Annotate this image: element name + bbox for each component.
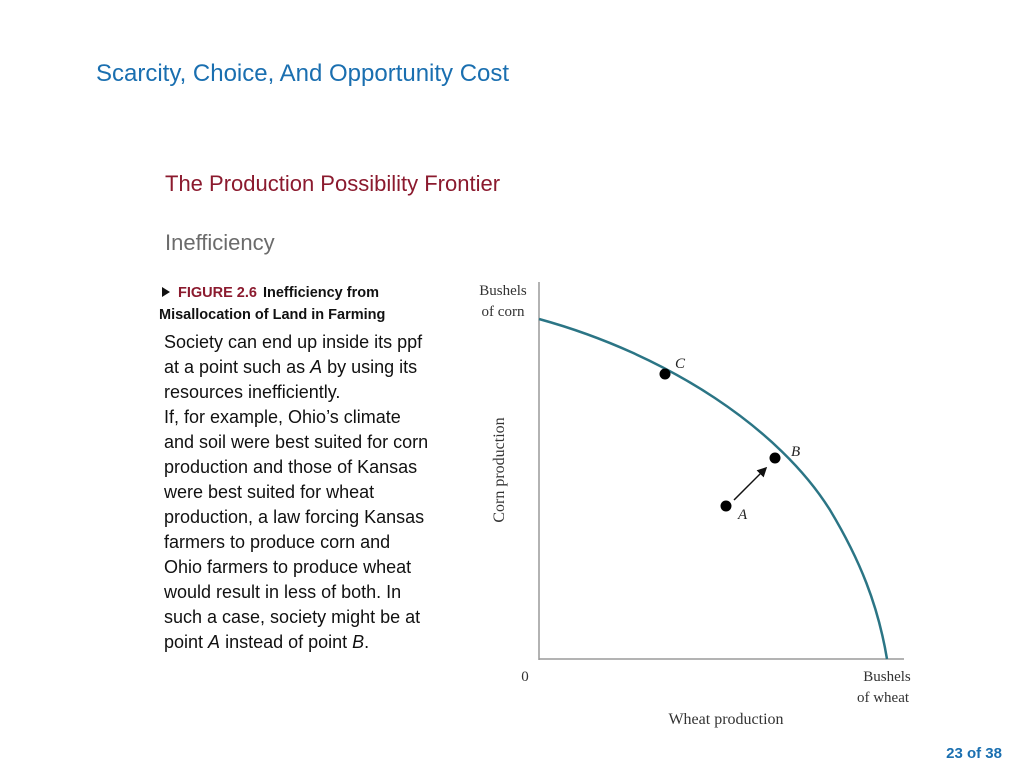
ppf-chart: C B A Bushels of corn Corn production 0 … xyxy=(479,282,911,728)
paragraph-2-text-c: . xyxy=(364,632,370,652)
paragraph-2: If, for example, Ohio’s climate and soil… xyxy=(164,405,432,655)
point-a xyxy=(720,500,732,512)
ppf-frontier-curve xyxy=(538,317,889,660)
point-b-label: B xyxy=(791,444,800,460)
figure-number: FIGURE 2.6 xyxy=(178,285,257,301)
section-heading: The Production Possibility Frontier xyxy=(165,171,501,196)
point-c xyxy=(659,368,671,380)
slide-number: 23 of 38 xyxy=(946,745,1002,762)
y-axis-unit-label-line2: of corn xyxy=(482,304,525,320)
paragraph-1-point-a: A xyxy=(310,357,323,377)
point-a-label: A xyxy=(737,507,748,523)
body-text: Society can end up inside its ppf at a p… xyxy=(164,330,432,655)
paragraph-2-text-b: instead of point xyxy=(220,632,353,652)
paragraph-1-text-a: Society can end up inside its ppf at a p… xyxy=(164,332,423,377)
x-axis-title: Wheat production xyxy=(668,711,783,728)
subheading: Inefficiency xyxy=(165,230,275,255)
paragraph-1-text-b: by using its resources inefficiently. xyxy=(164,357,418,402)
paragraph-2-point-a: A xyxy=(208,632,221,652)
slide-title: Scarcity, Choice, And Opportunity Cost xyxy=(96,60,510,87)
x-axis-unit-label-line2: of wheat xyxy=(857,690,910,706)
point-b xyxy=(769,452,781,464)
y-axis-unit-label-line1: Bushels xyxy=(479,283,527,299)
x-axis-unit-label-line1: Bushels xyxy=(863,669,911,685)
y-axis-title: Corn production xyxy=(491,417,508,522)
figure-caption: FIGURE 2.6 Inefficiency from Misallocatio… xyxy=(159,282,434,326)
origin-label: 0 xyxy=(521,669,529,685)
paragraph-1: Society can end up inside its ppf at a p… xyxy=(164,330,432,405)
paragraph-2-point-b: B xyxy=(352,632,365,652)
figure-title: Inefficiency from Misallocation of Land … xyxy=(159,285,386,323)
point-c-label: C xyxy=(675,356,686,372)
paragraph-2-text-a: If, for example, Ohio’s climate and soil… xyxy=(164,407,429,652)
arrow-a-to-b xyxy=(733,466,768,501)
caption-triangle-icon xyxy=(162,287,170,297)
